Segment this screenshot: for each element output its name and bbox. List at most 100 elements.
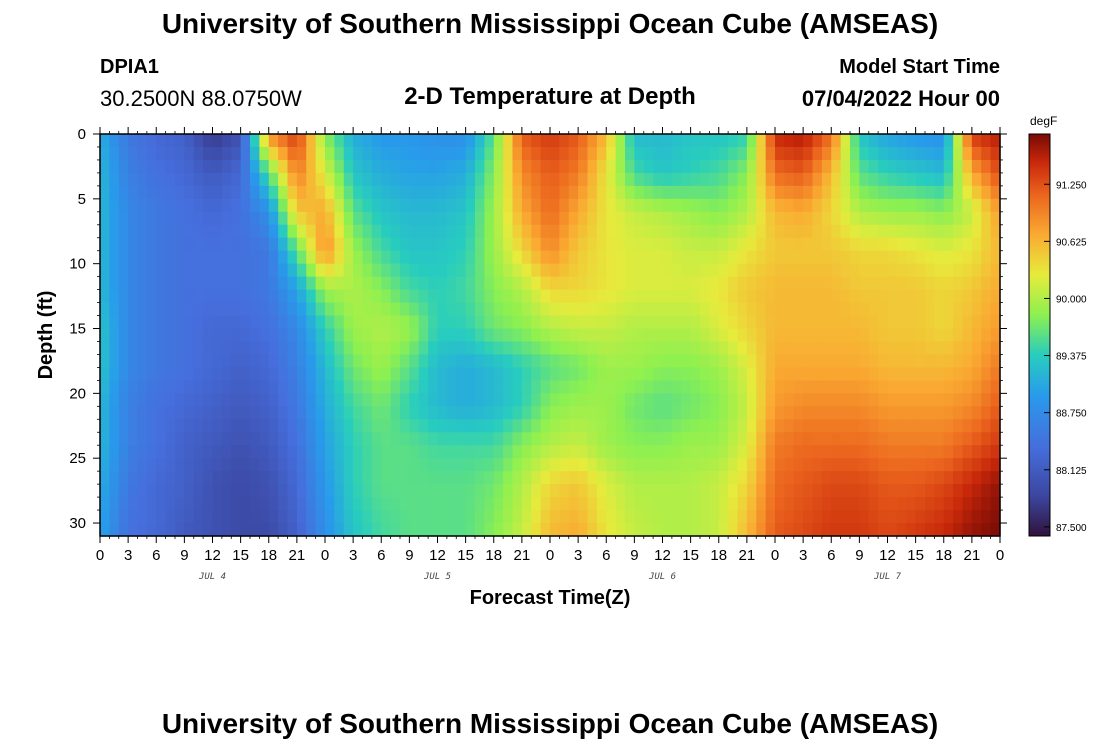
heatmap-cell bbox=[381, 146, 392, 161]
heatmap-cell bbox=[268, 185, 279, 200]
heatmap-cell bbox=[381, 328, 392, 343]
heatmap-cell bbox=[221, 380, 232, 394]
heatmap-cell bbox=[390, 237, 401, 252]
heatmap-cell bbox=[925, 134, 935, 148]
heatmap-cell bbox=[718, 523, 729, 537]
heatmap-cell bbox=[615, 458, 626, 472]
heatmap-cell bbox=[203, 471, 214, 485]
heatmap-cell bbox=[334, 159, 345, 174]
heatmap-cell bbox=[465, 354, 476, 369]
heatmap-cell bbox=[784, 419, 795, 433]
heatmap-cell bbox=[334, 302, 345, 317]
colorbar-tick-label: 87.500 bbox=[1056, 523, 1087, 534]
heatmap-cell bbox=[400, 302, 410, 317]
heatmap-cell bbox=[306, 393, 317, 407]
heatmap-cell bbox=[353, 419, 364, 433]
heatmap-cell bbox=[409, 484, 420, 498]
heatmap-cell bbox=[596, 354, 607, 369]
heatmap-cell bbox=[362, 237, 373, 252]
heatmap-cell bbox=[156, 497, 167, 511]
heatmap-cell bbox=[803, 341, 814, 356]
heatmap-cell bbox=[746, 134, 757, 148]
heatmap-cell bbox=[671, 484, 682, 498]
heatmap-cell bbox=[456, 432, 467, 446]
heatmap-cell bbox=[100, 445, 110, 459]
heatmap-cell bbox=[428, 380, 439, 394]
heatmap-cell bbox=[484, 354, 495, 369]
heatmap-cell bbox=[671, 276, 682, 291]
heatmap-cell bbox=[390, 315, 401, 330]
heatmap-cell bbox=[137, 263, 148, 278]
heatmap-cell bbox=[381, 198, 392, 213]
heatmap-cell bbox=[934, 134, 945, 148]
heatmap-cell bbox=[793, 341, 804, 356]
heatmap-cell bbox=[906, 276, 917, 291]
heatmap-cell bbox=[390, 432, 401, 446]
heatmap-cell bbox=[240, 471, 251, 485]
heatmap-cell bbox=[193, 471, 204, 485]
heatmap-cell bbox=[353, 341, 364, 356]
heatmap-cell bbox=[934, 172, 945, 187]
heatmap-cell bbox=[212, 380, 223, 394]
heatmap-cell bbox=[428, 185, 439, 200]
heatmap-cell bbox=[278, 289, 289, 304]
heatmap-cell bbox=[803, 354, 814, 369]
heatmap-cell bbox=[700, 497, 710, 511]
heatmap-cell bbox=[109, 510, 120, 524]
heatmap-cell bbox=[700, 484, 710, 498]
heatmap-cell bbox=[653, 237, 664, 252]
heatmap-cell bbox=[653, 419, 664, 433]
heatmap-cell bbox=[906, 510, 917, 524]
heatmap-cell bbox=[296, 315, 307, 330]
heatmap-cell bbox=[962, 198, 973, 213]
heatmap-cell bbox=[746, 263, 757, 278]
heatmap-cell bbox=[634, 458, 645, 472]
heatmap-cell bbox=[821, 419, 832, 433]
heatmap-cell bbox=[962, 224, 973, 239]
heatmap-cell bbox=[671, 380, 682, 394]
heatmap-cell bbox=[493, 341, 504, 356]
heatmap-cell bbox=[728, 367, 739, 381]
heatmap-cell bbox=[353, 224, 364, 239]
heatmap-cell bbox=[906, 367, 917, 381]
heatmap-cell bbox=[334, 523, 345, 537]
heatmap-cell bbox=[737, 134, 748, 148]
heatmap-cell bbox=[831, 367, 842, 381]
heatmap-cell bbox=[578, 406, 589, 420]
heatmap-cell bbox=[531, 432, 542, 446]
heatmap-cell bbox=[971, 328, 982, 343]
heatmap-cell bbox=[971, 497, 982, 511]
heatmap-cell bbox=[690, 367, 701, 381]
heatmap-cell bbox=[296, 406, 307, 420]
heatmap-cell bbox=[587, 406, 598, 420]
heatmap-cell bbox=[493, 354, 504, 369]
heatmap-cell bbox=[878, 484, 889, 498]
heatmap-cell bbox=[643, 328, 654, 343]
heatmap-cell bbox=[531, 172, 542, 187]
heatmap-cell bbox=[671, 354, 682, 369]
heatmap-cell bbox=[615, 510, 626, 524]
heatmap-cell bbox=[325, 237, 335, 252]
heatmap-cell bbox=[962, 146, 973, 161]
heatmap-cell bbox=[353, 159, 364, 174]
heatmap-cell bbox=[953, 276, 964, 291]
heatmap-cell bbox=[212, 432, 223, 446]
heatmap-cell bbox=[803, 432, 814, 446]
heatmap-cell bbox=[362, 458, 373, 472]
heatmap-cell bbox=[671, 146, 682, 161]
heatmap-cell bbox=[971, 419, 982, 433]
heatmap-cell bbox=[109, 328, 120, 343]
heatmap-cell bbox=[409, 458, 420, 472]
heatmap-cell bbox=[625, 211, 635, 226]
heatmap-cell bbox=[493, 393, 504, 407]
heatmap-cell bbox=[653, 224, 664, 239]
y-tick-label: 25 bbox=[69, 450, 86, 467]
heatmap-cell bbox=[550, 432, 560, 446]
heatmap-cell bbox=[606, 276, 617, 291]
heatmap-cell bbox=[606, 328, 617, 343]
heatmap-cell bbox=[100, 510, 110, 524]
heatmap-cell bbox=[671, 471, 682, 485]
heatmap-cell bbox=[456, 341, 467, 356]
heatmap-cell bbox=[175, 367, 185, 381]
heatmap-cell bbox=[803, 393, 814, 407]
